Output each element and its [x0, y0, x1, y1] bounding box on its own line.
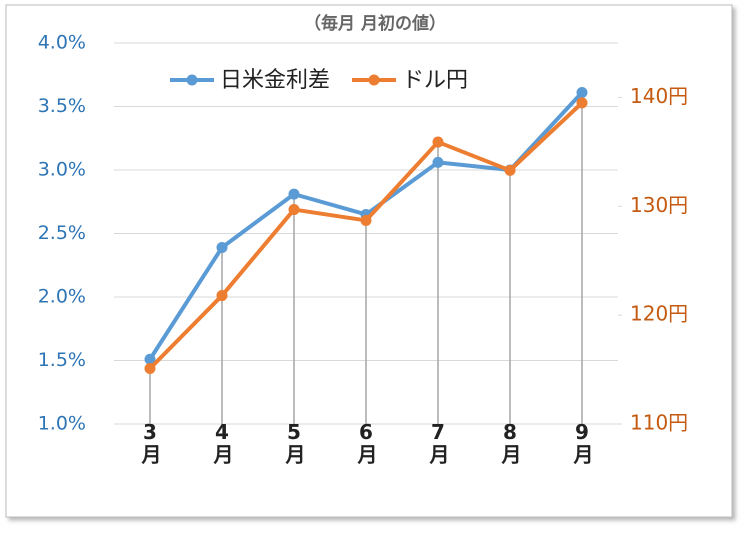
point	[576, 97, 588, 109]
x-tick-label: 6月	[354, 420, 378, 465]
point	[504, 164, 516, 176]
x-tick-label: 4月	[210, 420, 234, 465]
y-tick-label: 1.5%	[38, 349, 86, 371]
y-tick-label: 4.0%	[38, 32, 86, 54]
x-tick-label: 5月	[282, 420, 306, 465]
point	[144, 362, 156, 374]
legend-label: ドル円	[402, 68, 468, 93]
y2-tick-label: 140円	[630, 84, 688, 108]
point	[288, 204, 300, 216]
y-tick-label: 2.0%	[38, 286, 86, 308]
point	[216, 290, 228, 302]
point	[288, 188, 300, 200]
point	[432, 156, 444, 168]
point	[144, 353, 156, 365]
y2-tick-label: 110円	[630, 411, 688, 435]
chart-frame	[5, 4, 733, 518]
y2-tick-label: 120円	[630, 302, 688, 326]
y2-tick-label: 130円	[630, 193, 688, 217]
legend-marker	[368, 74, 380, 86]
point	[432, 136, 444, 148]
legend-marker	[186, 74, 198, 86]
y-tick-label: 3.5%	[38, 95, 86, 117]
y-tick-label: 2.5%	[38, 222, 86, 244]
chart-title: （毎月 月初の値）	[304, 13, 446, 34]
point	[576, 87, 588, 99]
x-tick-label: 8月	[498, 420, 522, 465]
y-tick-label: 3.0%	[38, 159, 86, 181]
point	[360, 214, 372, 226]
legend-label: 日米金利差	[220, 68, 330, 93]
x-tick-label: 7月	[426, 420, 450, 465]
y-tick-label: 1.0%	[38, 413, 86, 435]
x-tick-label: 9月	[570, 420, 594, 465]
point	[216, 241, 228, 253]
x-tick-label: 3月	[138, 420, 162, 465]
